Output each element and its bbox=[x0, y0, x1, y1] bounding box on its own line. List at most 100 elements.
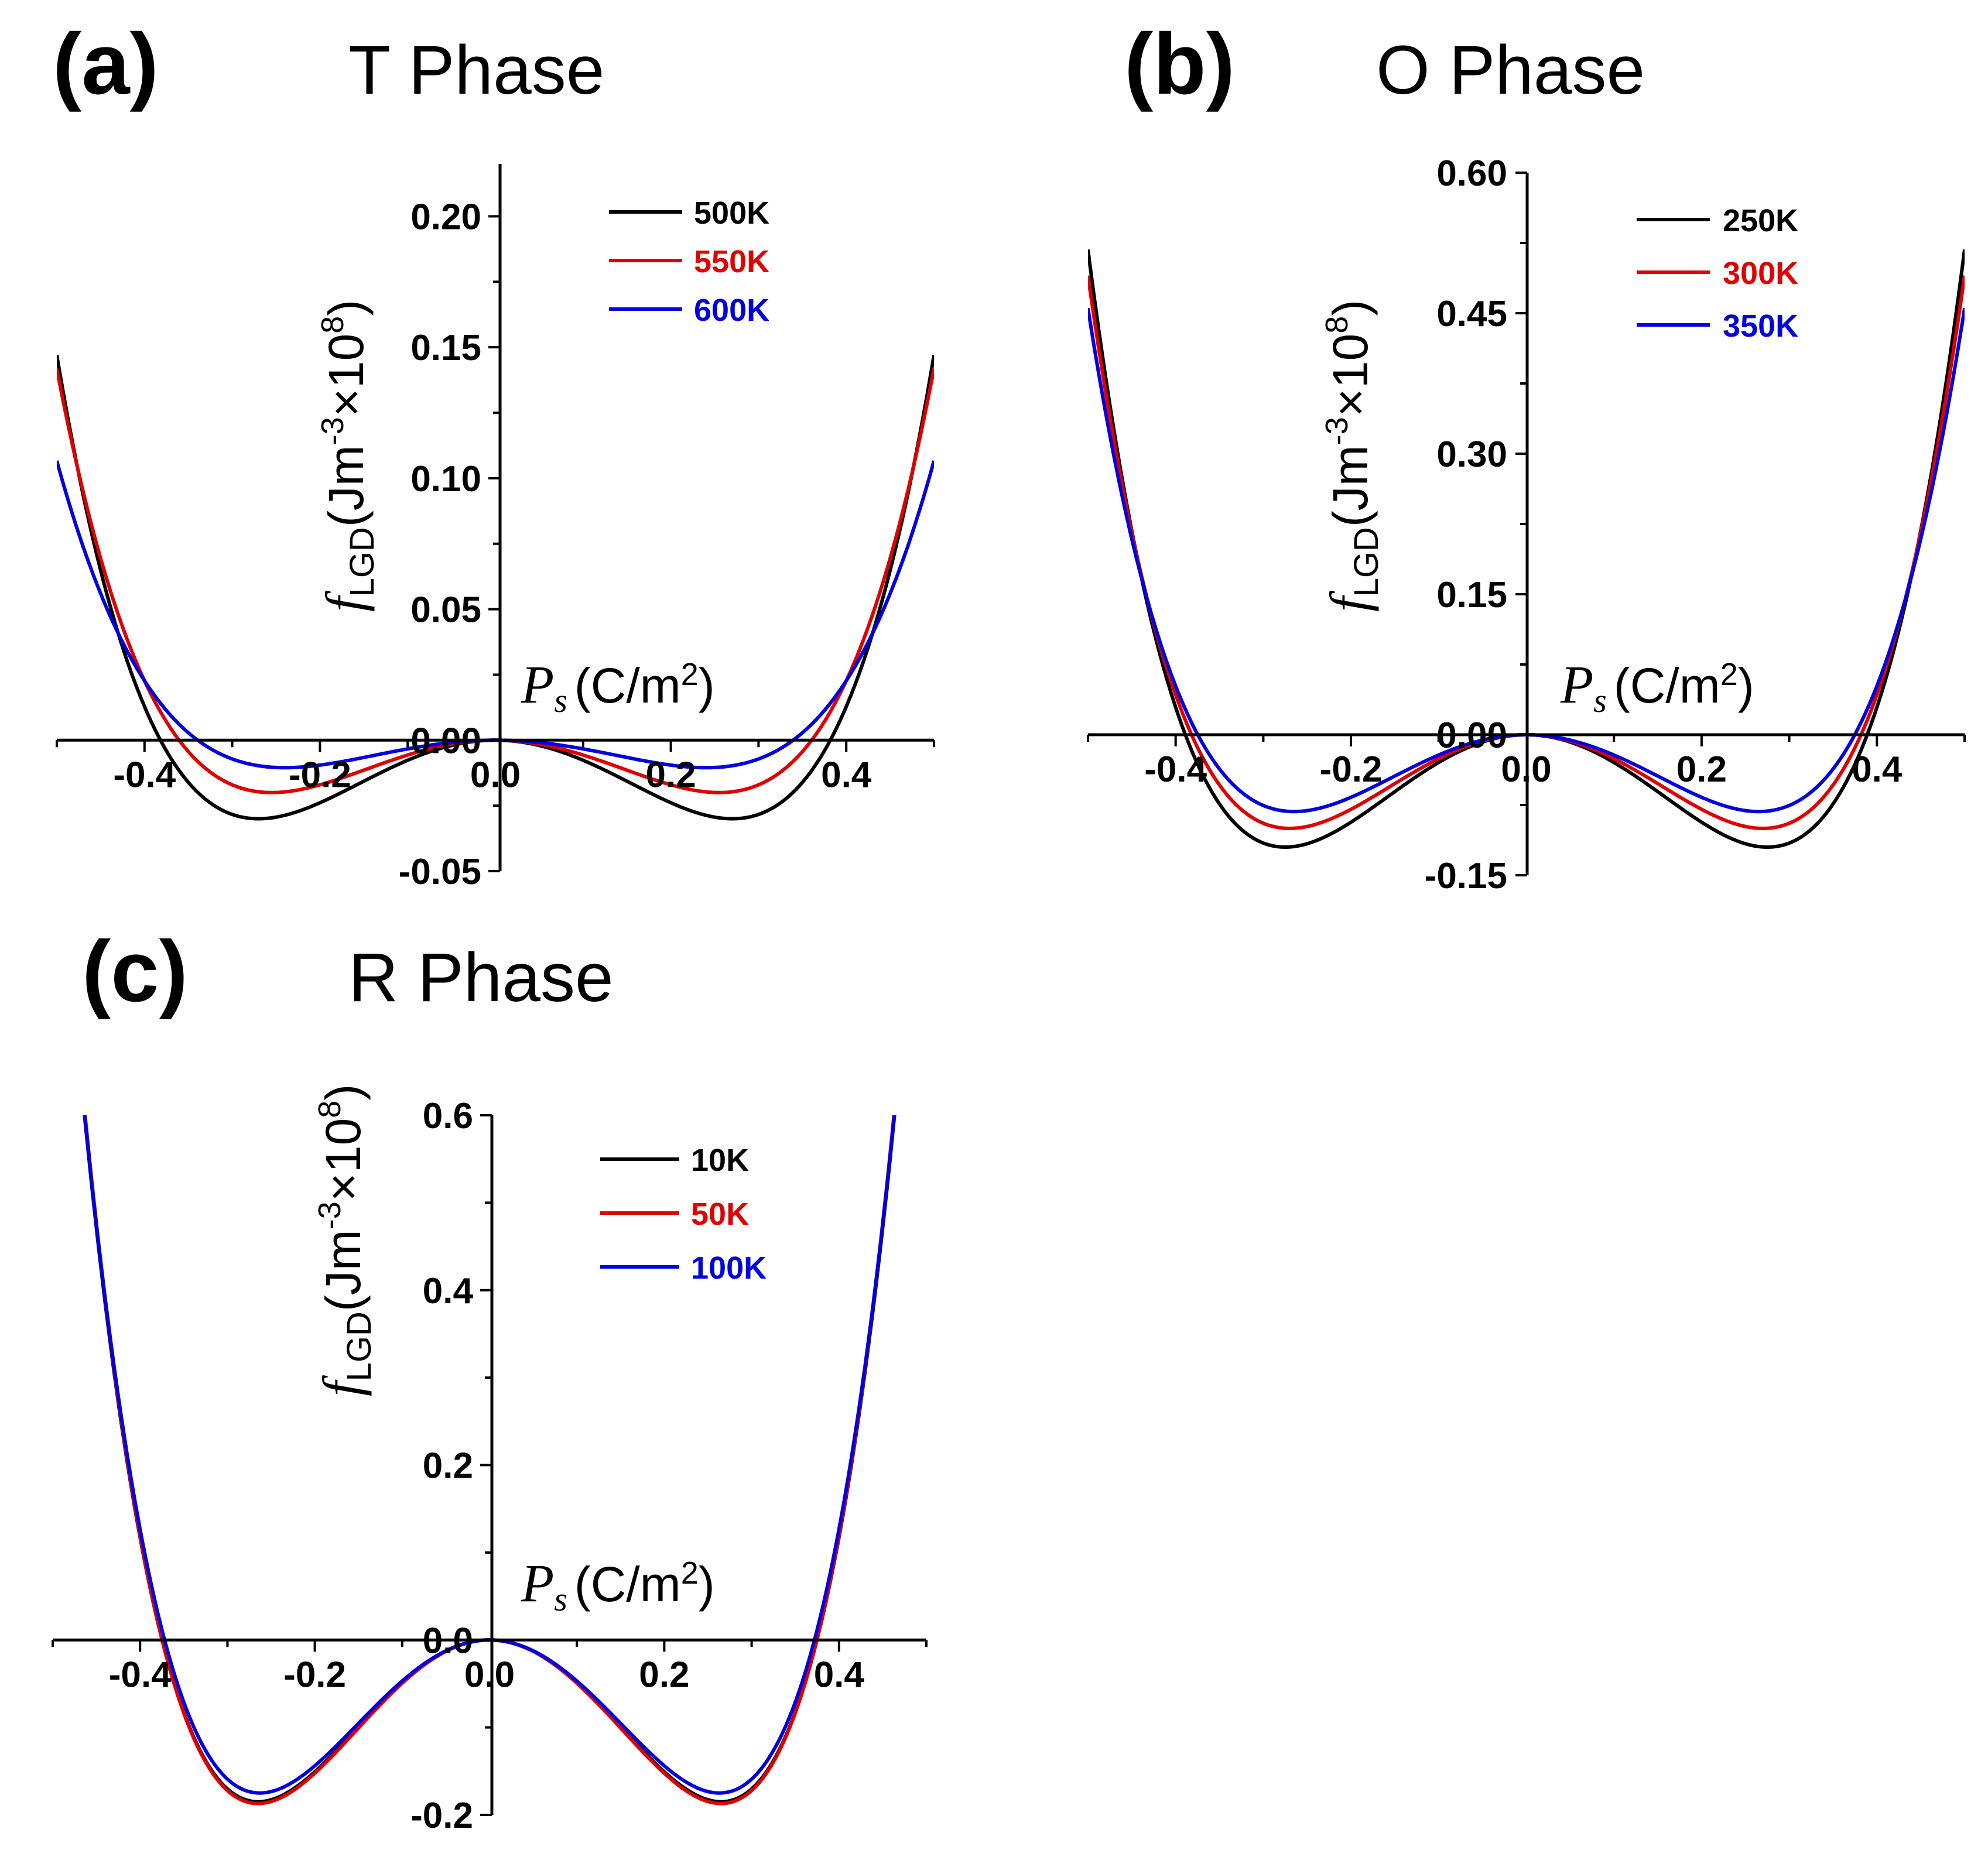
y-label-times: ×10 bbox=[319, 334, 374, 417]
series-group bbox=[57, 354, 934, 821]
y-tick-label: 0.10 bbox=[410, 459, 481, 499]
y-tick-label: 0.4 bbox=[423, 1271, 474, 1311]
y-label-sup-1: -3 bbox=[315, 417, 350, 445]
series-line-10K bbox=[83, 1115, 897, 1804]
y-label-sup-1: -3 bbox=[1319, 417, 1354, 445]
x-axis-label: Ps (C/m2) bbox=[521, 655, 715, 720]
x-label-unit: (C/m bbox=[574, 1557, 681, 1612]
x-tick-label: 0.0 bbox=[470, 755, 521, 795]
y-tick-label: 0.45 bbox=[1436, 294, 1507, 334]
x-label-close: ) bbox=[699, 1557, 715, 1612]
y-label-sup-2: 8 bbox=[1319, 316, 1354, 334]
legend: 250K 300K 350K bbox=[1637, 203, 1798, 344]
x-tick-label: 0.2 bbox=[639, 1654, 689, 1695]
y-axis-label: fLGD(Jm-3×108) bbox=[1319, 300, 1385, 612]
x-label-symbol: P bbox=[521, 655, 554, 714]
y-axis-label: fLGD(Jm-3×108) bbox=[315, 300, 381, 612]
y-label-sup-2: 8 bbox=[315, 316, 350, 334]
x-label-close: ) bbox=[1738, 658, 1754, 713]
legend: 500K 550K 600K bbox=[609, 196, 769, 328]
series-line-550K bbox=[57, 368, 934, 794]
legend-label: 100K bbox=[691, 1251, 767, 1286]
y-tick-label: 0.05 bbox=[410, 590, 481, 631]
y-tick-label: 0.00 bbox=[1436, 715, 1507, 756]
legend-label: 50K bbox=[691, 1197, 749, 1232]
y-label-times: ×10 bbox=[316, 1118, 371, 1202]
y-label-prefix: (Jm bbox=[1323, 445, 1378, 527]
series-line-100K bbox=[83, 1115, 897, 1795]
y-label-subscript: LGD bbox=[1347, 527, 1385, 597]
chart-panel-b: (b) O Phase -0.4 -0.2 0.0 0.2 0.4 -0.15 0.00 0.15… bbox=[1087, 16, 1966, 896]
series-line-50K bbox=[83, 1115, 896, 1806]
y-tick-label: -0.05 bbox=[399, 852, 481, 892]
y-label-prefix: (Jm bbox=[319, 445, 374, 527]
legend-label: 600K bbox=[694, 293, 769, 328]
x-label-subscript: s bbox=[554, 1580, 567, 1618]
legend-label: 500K bbox=[694, 196, 769, 231]
x-tick-label: -0.4 bbox=[1144, 749, 1207, 790]
series-line-600K bbox=[57, 460, 934, 770]
x-axis-label: Ps (C/m2) bbox=[1560, 655, 1754, 720]
y-label-subscript: LGD bbox=[343, 527, 381, 597]
legend-label: 300K bbox=[1723, 256, 1798, 291]
panel-letter: (b) bbox=[1124, 16, 1235, 112]
x-tick-label: 0.0 bbox=[464, 1654, 515, 1695]
x-label-sup: 2 bbox=[1720, 657, 1738, 692]
x-label-symbol: P bbox=[521, 1553, 554, 1613]
y-label-close: ) bbox=[1323, 300, 1378, 316]
x-tick-label: 0.2 bbox=[1676, 749, 1727, 790]
legend: 10K 50K 100K bbox=[600, 1143, 767, 1286]
y-tick-label: 0.15 bbox=[1436, 575, 1507, 615]
x-label-subscript: s bbox=[554, 681, 567, 720]
y-tick-label: 0.60 bbox=[1436, 153, 1507, 194]
y-label-prefix: (Jm bbox=[316, 1229, 371, 1311]
y-tick-label: -0.15 bbox=[1425, 856, 1507, 896]
legend-label: 10K bbox=[691, 1143, 749, 1178]
x-tick-label: 0.0 bbox=[1501, 749, 1551, 790]
x-tick-label: -0.4 bbox=[113, 755, 176, 795]
panel-letter: (c) bbox=[82, 923, 188, 1020]
chart-title: R Phase bbox=[348, 939, 614, 1016]
legend-label: 550K bbox=[694, 244, 769, 279]
y-label-sup-2: 8 bbox=[312, 1101, 347, 1118]
chart-panel-c: (c) R Phase -0.4 -0.2 0.0 0.2 0.4 -0.2 0.0 0.2 0.4… bbox=[52, 923, 928, 1836]
chart-title: T Phase bbox=[348, 32, 604, 109]
x-tick-label: -0.2 bbox=[1320, 749, 1383, 790]
y-label-subscript: LGD bbox=[340, 1311, 378, 1381]
y-tick-label: -0.2 bbox=[410, 1796, 473, 1836]
x-label-close: ) bbox=[699, 658, 715, 713]
x-label-sup: 2 bbox=[681, 1556, 699, 1591]
x-label-symbol: P bbox=[1560, 655, 1593, 714]
legend-label: 250K bbox=[1723, 203, 1798, 238]
chart-panel-a: (a) T Phase -0.4 -0.2 0.0 0.2 0.4 -0.05 0.00 0.05… bbox=[53, 16, 935, 892]
y-tick-label: 0.15 bbox=[410, 328, 481, 368]
x-label-unit: (C/m bbox=[1614, 658, 1720, 713]
x-axis-label: Ps (C/m2) bbox=[521, 1553, 715, 1618]
y-label-sup-1: -3 bbox=[312, 1201, 347, 1229]
x-label-unit: (C/m bbox=[574, 658, 681, 713]
y-tick-label: 0.6 bbox=[423, 1096, 473, 1136]
x-tick-label: -0.4 bbox=[109, 1654, 172, 1695]
x-tick-label: 0.2 bbox=[645, 755, 696, 795]
series-group bbox=[83, 1115, 897, 1806]
x-tick-label: -0.2 bbox=[289, 755, 351, 795]
x-label-subscript: s bbox=[1593, 681, 1607, 720]
y-tick-label: 0.30 bbox=[1436, 434, 1507, 475]
y-axis-label: fLGD(Jm-3×108) bbox=[312, 1084, 378, 1396]
x-label-sup: 2 bbox=[681, 657, 699, 692]
chart-title: O Phase bbox=[1376, 32, 1645, 109]
x-tick-label: -0.2 bbox=[283, 1654, 346, 1695]
x-tick-label: 0.4 bbox=[1852, 749, 1903, 790]
y-label-close: ) bbox=[316, 1084, 371, 1101]
x-tick-label: 0.4 bbox=[814, 1654, 865, 1695]
y-label-close: ) bbox=[319, 300, 374, 316]
x-tick-label: 0.4 bbox=[821, 755, 872, 795]
y-tick-label: 0.0 bbox=[423, 1621, 473, 1661]
y-tick-label: 0.2 bbox=[423, 1446, 473, 1486]
y-tick-label: 0.00 bbox=[410, 721, 481, 761]
legend-label: 350K bbox=[1723, 309, 1798, 344]
y-label-times: ×10 bbox=[1323, 334, 1378, 417]
y-tick-label: 0.20 bbox=[410, 197, 481, 237]
panel-letter: (a) bbox=[53, 16, 159, 112]
